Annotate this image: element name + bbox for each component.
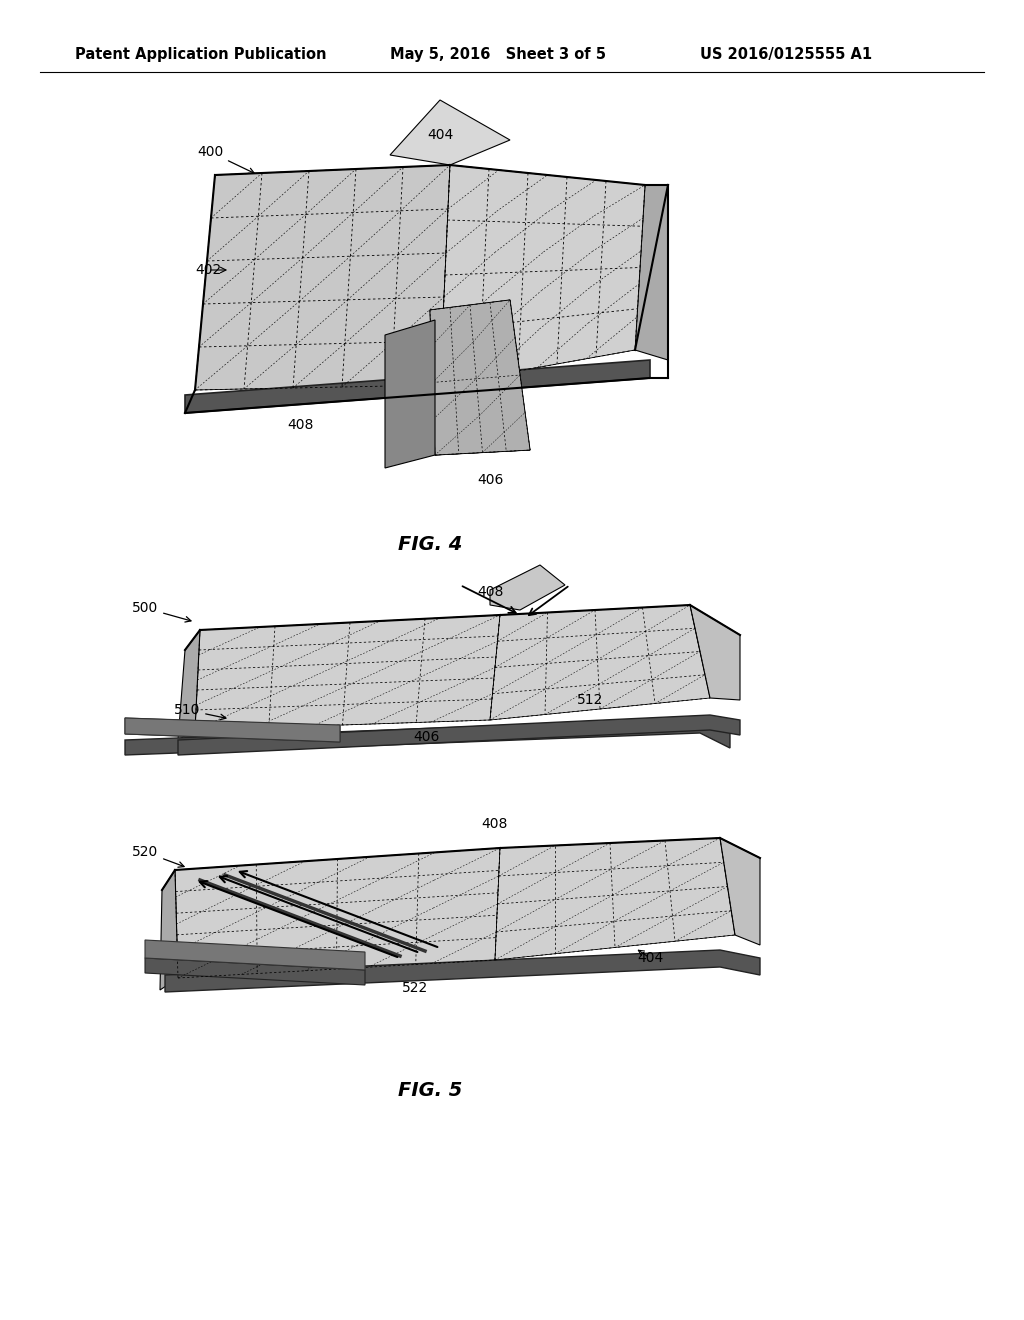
Polygon shape — [165, 950, 760, 993]
Polygon shape — [490, 565, 565, 610]
Polygon shape — [430, 300, 530, 455]
Text: 400: 400 — [197, 145, 254, 173]
Polygon shape — [125, 718, 730, 755]
Text: 408: 408 — [482, 817, 508, 832]
Polygon shape — [435, 408, 530, 455]
Polygon shape — [490, 605, 710, 719]
Polygon shape — [635, 185, 668, 360]
Polygon shape — [125, 718, 340, 742]
Polygon shape — [690, 605, 740, 700]
Text: 408: 408 — [287, 418, 313, 432]
Text: 408: 408 — [477, 585, 503, 599]
Polygon shape — [440, 165, 645, 385]
Polygon shape — [390, 100, 510, 165]
Polygon shape — [125, 718, 340, 742]
Text: 406: 406 — [477, 473, 503, 487]
Polygon shape — [195, 165, 450, 389]
Polygon shape — [145, 940, 365, 970]
Text: 404: 404 — [427, 128, 454, 143]
Polygon shape — [430, 300, 530, 455]
Text: 520: 520 — [132, 845, 184, 867]
Polygon shape — [185, 360, 650, 413]
Text: 500: 500 — [132, 601, 191, 622]
Text: May 5, 2016   Sheet 3 of 5: May 5, 2016 Sheet 3 of 5 — [390, 48, 606, 62]
Text: 522: 522 — [401, 981, 428, 995]
Text: 402: 402 — [195, 263, 221, 277]
Polygon shape — [178, 630, 200, 741]
Text: 406: 406 — [414, 730, 440, 744]
Text: FIG. 4: FIG. 4 — [397, 536, 462, 554]
Polygon shape — [195, 615, 500, 730]
Polygon shape — [435, 368, 530, 455]
Text: 512: 512 — [577, 693, 603, 708]
Polygon shape — [385, 319, 435, 469]
Text: 404: 404 — [637, 950, 664, 965]
Text: Patent Application Publication: Patent Application Publication — [75, 48, 327, 62]
Text: FIG. 5: FIG. 5 — [397, 1081, 462, 1100]
Polygon shape — [175, 847, 500, 978]
Text: US 2016/0125555 A1: US 2016/0125555 A1 — [700, 48, 872, 62]
Polygon shape — [495, 838, 735, 960]
Text: 510: 510 — [174, 704, 226, 719]
Polygon shape — [145, 958, 365, 985]
Polygon shape — [160, 870, 178, 990]
Polygon shape — [178, 715, 740, 755]
Polygon shape — [720, 838, 760, 945]
